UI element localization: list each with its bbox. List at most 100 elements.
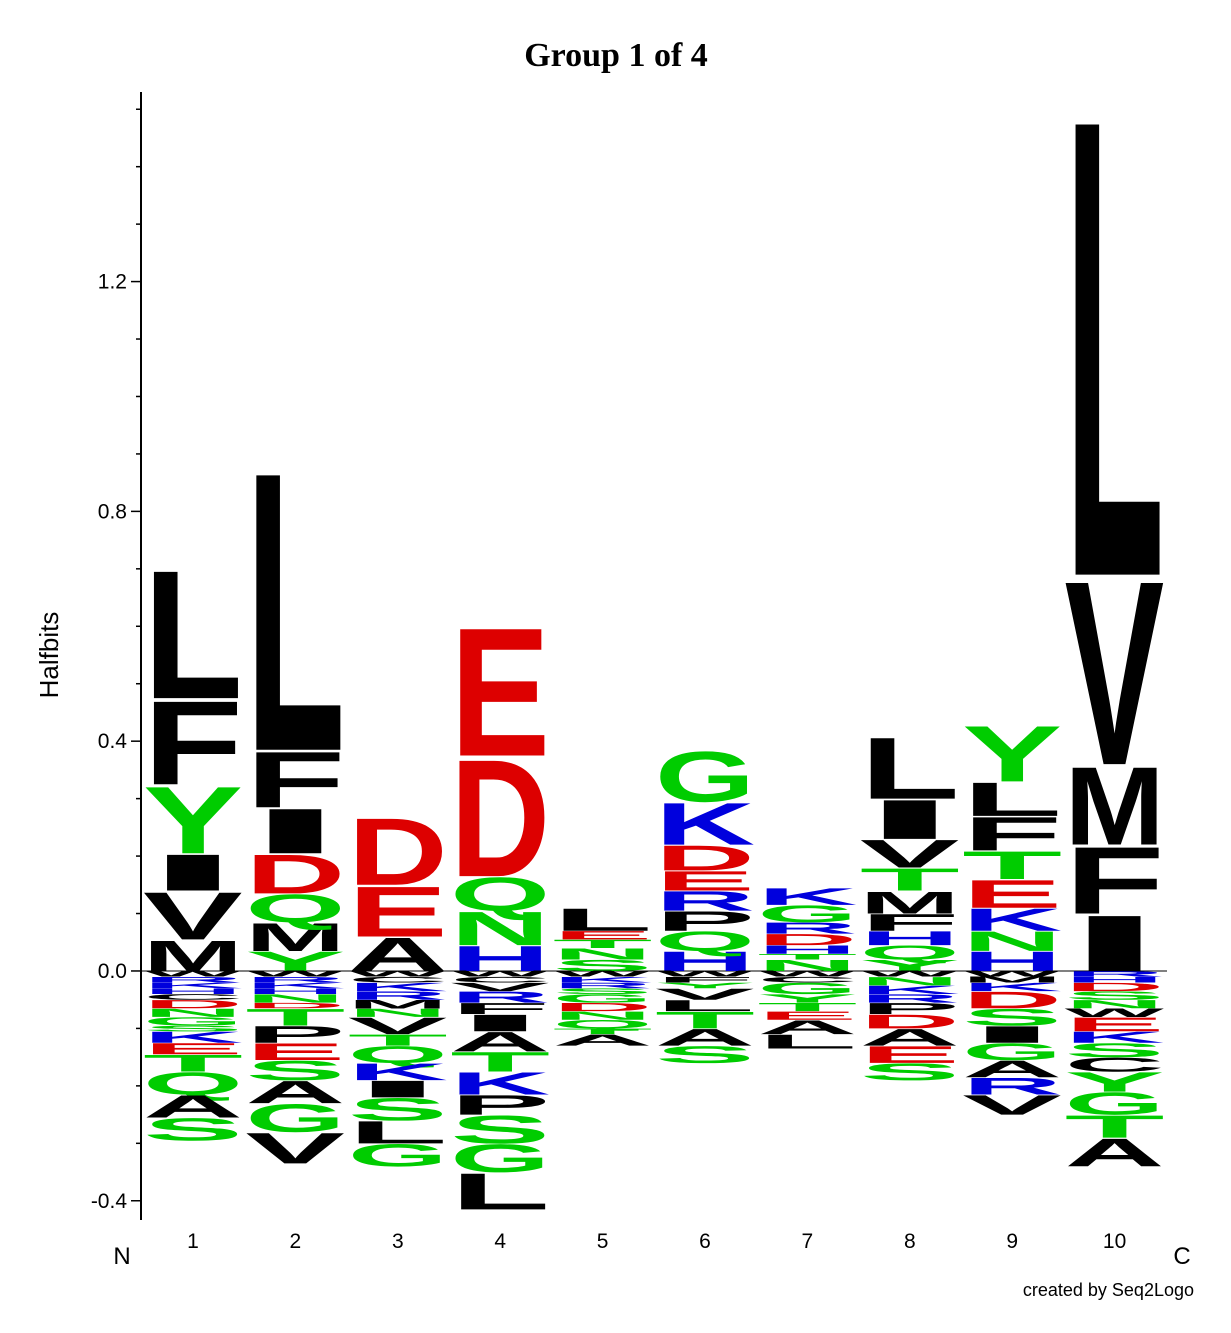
- c-terminus-label: C: [1173, 1243, 1190, 1270]
- residue-L: L: [348, 1114, 448, 1150]
- residue-K: K: [655, 790, 755, 857]
- residue-R-glyph: R: [348, 989, 448, 1002]
- residue-L-glyph: L: [860, 719, 960, 817]
- residue-K: K: [348, 1059, 448, 1086]
- residue-S-glyph: S: [245, 1055, 345, 1086]
- residue-I-glyph: I: [245, 795, 345, 866]
- residue-V-glyph: V: [245, 1124, 345, 1173]
- residue-G-glyph: G: [962, 1038, 1062, 1065]
- residue-W: W: [962, 969, 1062, 978]
- residue-Q-glyph: Q: [655, 926, 755, 957]
- residue-Y-glyph: Y: [860, 956, 960, 974]
- residue-E-glyph: E: [655, 865, 755, 896]
- residue-N: N: [553, 1009, 653, 1022]
- y-axis-label: Halfbits: [34, 612, 64, 699]
- residue-K-glyph: K: [348, 980, 448, 993]
- residue-Y: Y: [143, 766, 243, 873]
- residue-E: E: [1065, 1013, 1165, 1035]
- residue-G: G: [655, 737, 755, 817]
- x-tick-label: 6: [699, 1230, 711, 1253]
- residue-G: G: [962, 1038, 1062, 1065]
- residue-H: H: [245, 987, 345, 996]
- residue-H: H: [1065, 975, 1165, 984]
- residue-P-glyph: P: [450, 1089, 550, 1120]
- residue-W: W: [757, 969, 857, 978]
- residue-Q-glyph: Q: [450, 867, 550, 921]
- residue-L: L: [143, 532, 243, 737]
- residue-N-glyph: N: [245, 992, 345, 1005]
- residue-A-glyph: A: [348, 928, 448, 982]
- residue-K: K: [143, 981, 243, 990]
- residue-Y-glyph: Y: [757, 992, 857, 1005]
- residue-N: N: [962, 926, 1062, 957]
- residue-V-glyph: V: [655, 985, 755, 1003]
- residue-W-glyph: W: [655, 969, 755, 978]
- residue-K-glyph: K: [962, 980, 1062, 993]
- residue-D-glyph: D: [450, 725, 550, 913]
- residue-E: E: [553, 929, 653, 942]
- residue-K-glyph: K: [962, 902, 1062, 938]
- residue-S-glyph: S: [553, 987, 653, 996]
- residue-N-glyph: N: [450, 902, 550, 956]
- residue-L: L: [860, 719, 960, 817]
- residue-C: C: [143, 992, 243, 1001]
- residue-G-glyph: G: [757, 980, 857, 998]
- residue-T: T: [245, 1004, 345, 1031]
- residue-T-glyph: T: [450, 1046, 550, 1077]
- residue-V: V: [348, 1012, 448, 1039]
- residue-F-glyph: F: [1065, 828, 1165, 934]
- residue-E: E: [245, 1038, 345, 1065]
- residue-Q-glyph: Q: [348, 1041, 448, 1068]
- residue-E: E: [757, 1009, 857, 1022]
- residue-D: D: [1065, 980, 1165, 993]
- residue-K-glyph: K: [655, 790, 755, 857]
- residue-A: A: [450, 1027, 550, 1058]
- residue-D: D: [245, 1001, 345, 1010]
- y-tick-label: 0.4: [98, 730, 128, 753]
- residue-N: N: [245, 992, 345, 1005]
- residue-W-glyph: W: [962, 969, 1062, 978]
- residue-R: R: [655, 886, 755, 917]
- residue-Y-glyph: Y: [962, 710, 1062, 799]
- residue-T-glyph: T: [860, 862, 960, 898]
- residue-Y: Y: [962, 710, 1062, 799]
- residue-F: F: [962, 807, 1062, 861]
- residue-D: D: [962, 987, 1062, 1014]
- residue-Q: Q: [450, 867, 550, 921]
- residue-Q: Q: [348, 1041, 448, 1068]
- residue-W: W: [860, 969, 960, 978]
- residue-E-glyph: E: [962, 872, 1062, 916]
- residue-L-glyph: L: [143, 532, 243, 737]
- residue-T-glyph: T: [553, 1027, 653, 1036]
- residue-A: A: [348, 928, 448, 982]
- residue-R-glyph: R: [962, 1073, 1062, 1100]
- residue-M: M: [143, 932, 243, 981]
- residue-P-glyph: P: [245, 1021, 345, 1048]
- residue-F: F: [143, 677, 243, 811]
- residue-R: R: [348, 989, 448, 1002]
- residue-N-glyph: N: [860, 974, 960, 987]
- residue-D: D: [245, 843, 345, 905]
- residue-S: S: [655, 1041, 755, 1068]
- residue-D-glyph: D: [348, 799, 448, 906]
- residue-S: S: [553, 956, 653, 974]
- residue-G-glyph: G: [757, 900, 857, 927]
- residue-W: W: [143, 969, 243, 978]
- residue-V: V: [143, 878, 243, 954]
- residue-E-glyph: E: [450, 589, 550, 795]
- residue-V-glyph: V: [962, 1089, 1062, 1120]
- residue-K: K: [245, 981, 345, 990]
- residue-K-glyph: K: [348, 1059, 448, 1086]
- residue-E-glyph: E: [860, 1041, 960, 1068]
- residue-G-glyph: G: [1065, 1086, 1165, 1122]
- residue-I-glyph: I: [962, 1021, 1062, 1048]
- x-axis: 1 2 3 4 5 6 7 8 9 10: [187, 1230, 1126, 1253]
- residue-G: G: [450, 1136, 550, 1180]
- residue-T: T: [348, 1031, 448, 1049]
